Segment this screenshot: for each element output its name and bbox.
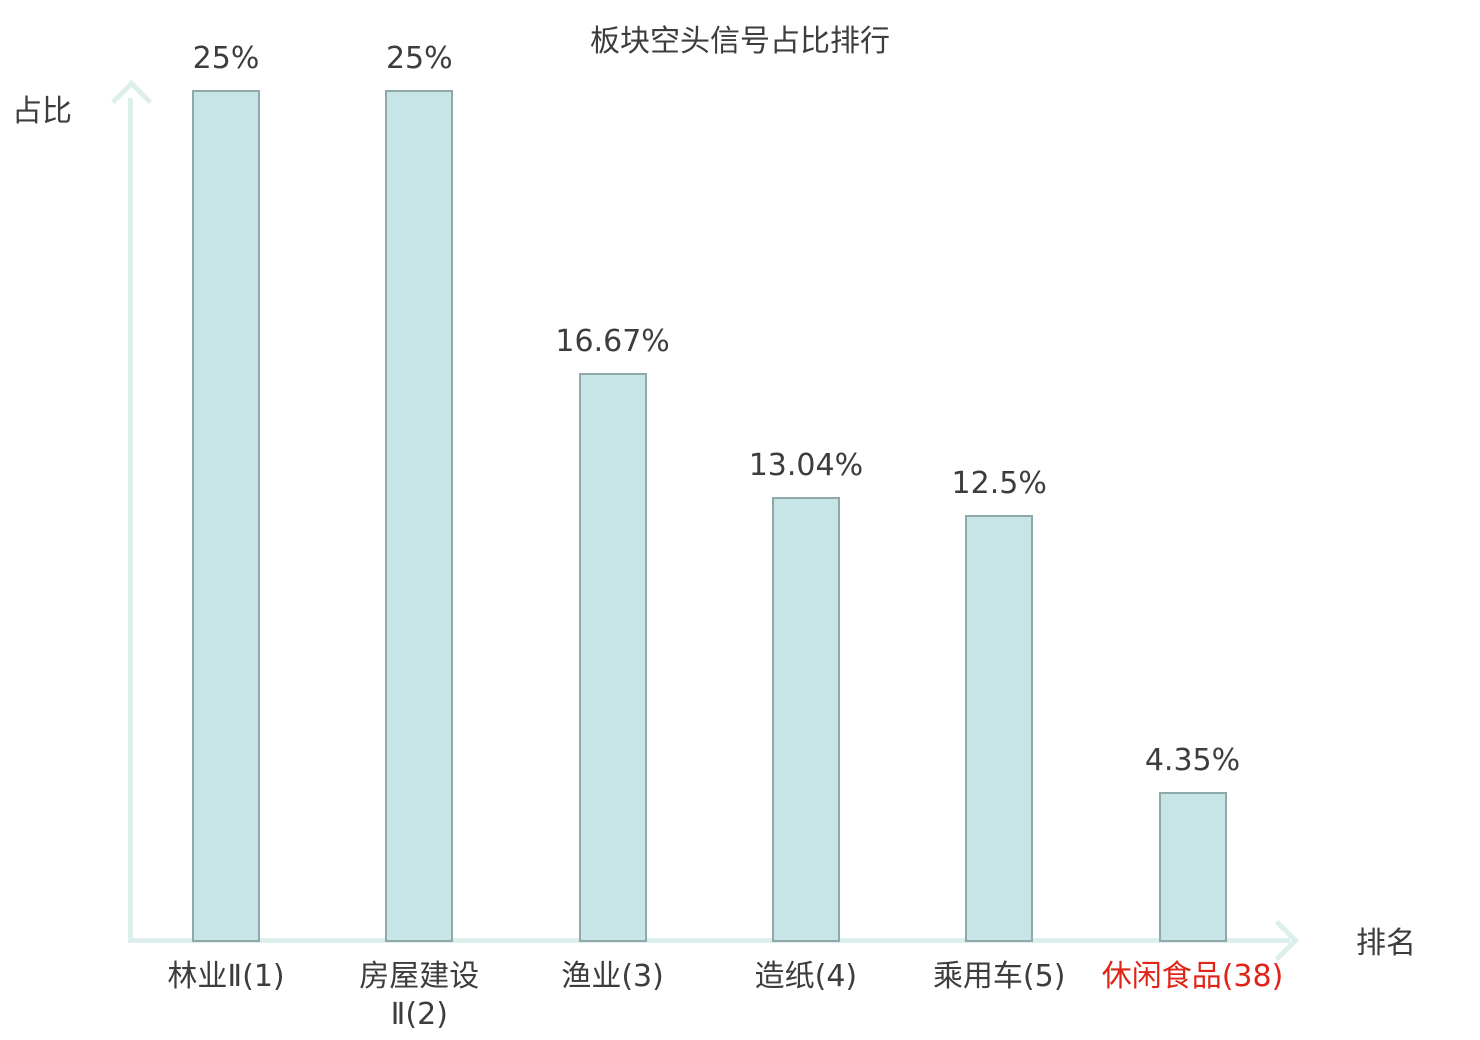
bar-value-label: 25%: [192, 41, 260, 76]
category-label: 林业Ⅱ(1): [167, 959, 285, 994]
category-label: 渔业(3): [561, 959, 664, 994]
bar-value-label: 13.04%: [748, 448, 864, 483]
bar: [965, 515, 1034, 942]
bar: [771, 497, 840, 942]
bar-value-label: 12.5%: [951, 466, 1047, 501]
chart-title: 板块空头信号占比排行: [590, 24, 890, 59]
x-axis-label: 排名: [1356, 926, 1416, 961]
bar-value-label: 4.35%: [1144, 743, 1241, 778]
x-axis-line: [128, 938, 1290, 943]
bar-value-label: 25%: [385, 41, 453, 76]
y-axis-label: 占比: [12, 94, 72, 129]
bar: [192, 90, 260, 942]
category-label: 房屋建设 Ⅱ(2): [359, 959, 480, 1032]
y-axis-arrow-icon: [110, 79, 153, 122]
category-label: 造纸(4): [754, 959, 858, 994]
bar: [578, 373, 647, 942]
bar: [1158, 792, 1227, 942]
bar: [385, 90, 454, 942]
y-axis-line: [128, 98, 133, 943]
x-axis-arrow-icon: [1257, 919, 1300, 962]
bar-value-label: 16.67%: [555, 324, 670, 359]
category-label: 乘用车(5): [932, 959, 1066, 994]
category-label: 休闲食品(38): [1101, 959, 1284, 994]
